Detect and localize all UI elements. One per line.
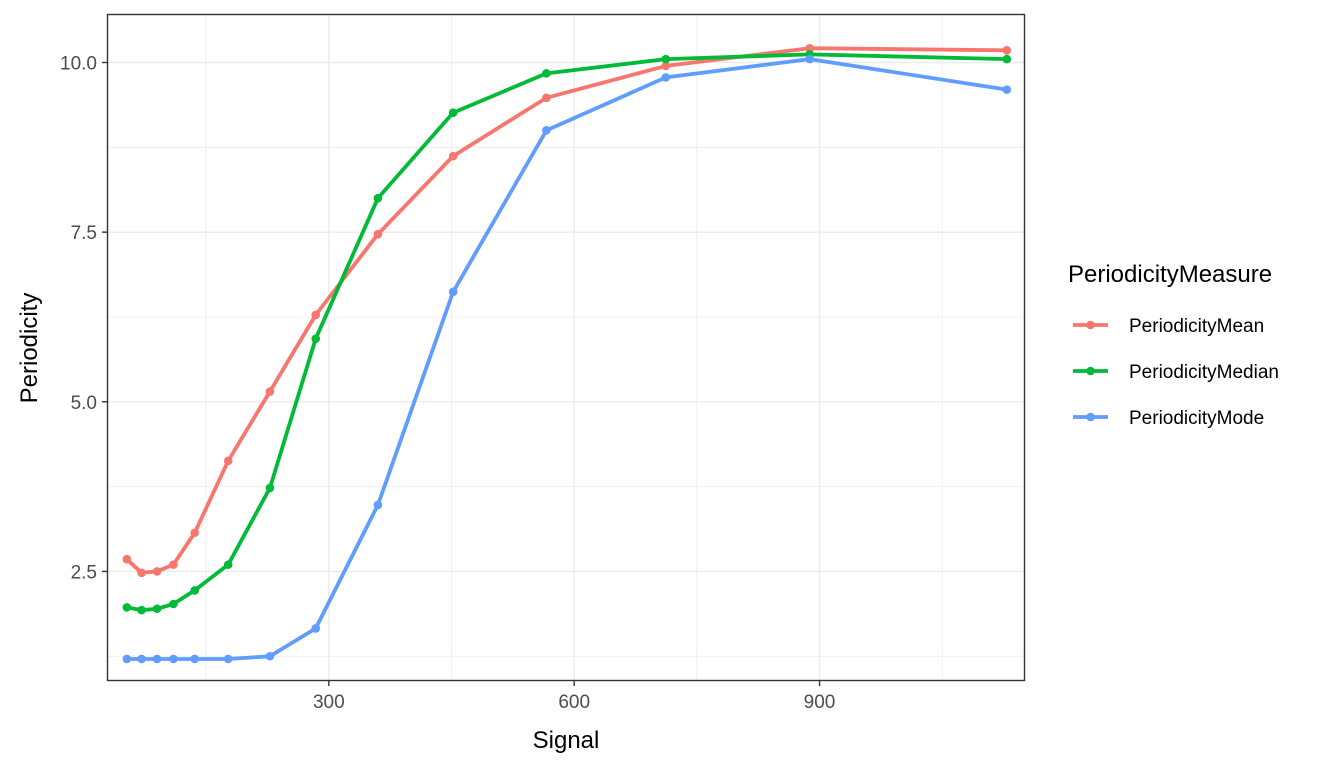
- data-point: [1002, 85, 1012, 94]
- data-point: [122, 654, 132, 664]
- data-point: [137, 654, 146, 664]
- data-point: [152, 654, 162, 664]
- legend-item: PeriodicityMode: [1073, 408, 1264, 429]
- data-point: [542, 69, 551, 78]
- legend: PeriodicityMeasure PeriodicityMeanPeriod…: [1068, 261, 1279, 429]
- x-tick-label: 300: [313, 692, 345, 713]
- data-point: [152, 567, 162, 576]
- y-tick-label: 2.5: [71, 562, 97, 583]
- data-point: [311, 334, 321, 343]
- legend-item: PeriodicityMean: [1073, 316, 1264, 337]
- data-point: [542, 126, 551, 135]
- legend-items: PeriodicityMean PeriodicityMedian Periodic…: [1073, 316, 1279, 429]
- major-gridlines: [108, 15, 1024, 680]
- legend-key-point: [1086, 366, 1095, 376]
- data-point: [190, 586, 199, 595]
- legend-key-point: [1086, 320, 1095, 330]
- y-axis-title: Periodicity: [16, 293, 43, 404]
- data-point: [661, 61, 671, 71]
- x-tick-label: 600: [558, 692, 590, 713]
- legend-label: PeriodicityMode: [1129, 408, 1264, 429]
- x-axis: 300 600 900: [313, 681, 835, 713]
- series-PeriodicityMedian: [122, 50, 1012, 615]
- data-point: [311, 624, 321, 633]
- series-PeriodicityMode: [122, 54, 1012, 664]
- y-axis: 2.5 5.0 7.5 10.0: [60, 54, 107, 583]
- series-layer: [122, 43, 1012, 664]
- data-point: [1002, 54, 1012, 64]
- data-point: [373, 193, 383, 203]
- data-point: [265, 387, 275, 396]
- data-point: [805, 43, 815, 53]
- data-point: [152, 604, 162, 614]
- data-point: [190, 654, 199, 664]
- data-point: [265, 651, 275, 661]
- data-point: [169, 654, 178, 664]
- data-point: [448, 287, 458, 297]
- x-tick-label: 900: [804, 692, 836, 713]
- data-point: [137, 605, 146, 615]
- data-point: [661, 73, 671, 82]
- y-tick-label: 10.0: [60, 54, 97, 75]
- legend-label: PeriodicityMedian: [1129, 362, 1279, 383]
- data-point: [122, 554, 132, 564]
- data-point: [169, 599, 178, 609]
- data-point: [223, 456, 233, 466]
- y-tick-label: 7.5: [71, 223, 97, 244]
- data-point: [1002, 45, 1012, 55]
- legend-title: PeriodicityMeasure: [1068, 261, 1272, 288]
- data-point: [448, 108, 458, 118]
- data-point: [223, 560, 233, 569]
- y-tick-label: 5.0: [71, 393, 97, 414]
- data-point: [311, 310, 321, 320]
- data-point: [137, 568, 146, 578]
- legend-item: PeriodicityMedian: [1073, 362, 1279, 383]
- data-point: [542, 93, 551, 103]
- data-point: [373, 229, 383, 239]
- x-axis-title: Signal: [533, 727, 600, 754]
- data-point: [223, 654, 233, 664]
- legend-label: PeriodicityMean: [1129, 316, 1264, 337]
- data-point: [122, 603, 132, 612]
- plot-panel-border: [106, 13, 1026, 682]
- data-point: [661, 54, 671, 64]
- legend-key-point: [1086, 412, 1095, 422]
- data-point: [448, 151, 458, 161]
- data-point: [169, 560, 178, 569]
- data-point: [190, 528, 199, 538]
- series-PeriodicityMean: [122, 43, 1012, 578]
- data-point: [265, 483, 275, 493]
- data-point: [805, 54, 815, 64]
- data-point: [373, 500, 383, 510]
